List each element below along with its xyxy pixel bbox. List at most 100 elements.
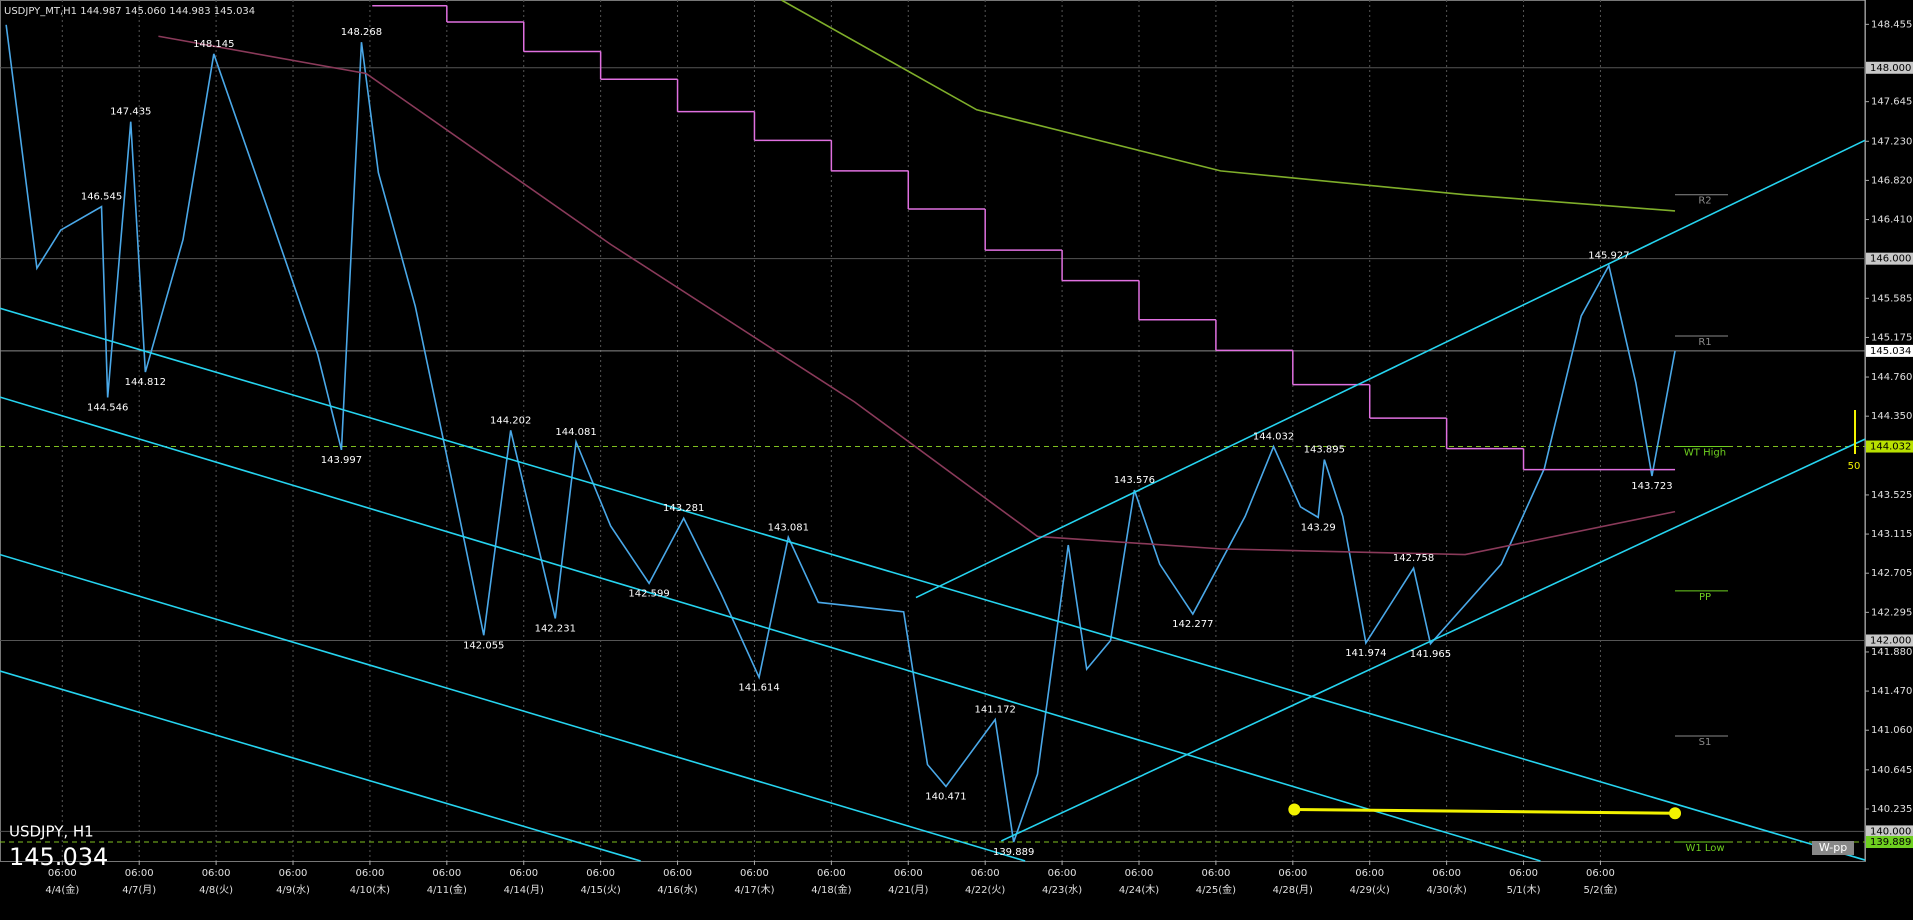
price-level-box	[1866, 252, 1913, 265]
swing-label: 139.889	[993, 847, 1034, 858]
x-time-label: 06:00	[1586, 868, 1615, 879]
swing-label: 148.145	[193, 39, 234, 50]
swing-label: 143.576	[1114, 475, 1155, 486]
x-time-label: 06:00	[48, 868, 77, 879]
x-date-label: 5/1(木)	[1507, 884, 1541, 896]
x-time-label: 06:00	[817, 868, 846, 879]
price-level-label: 140.000	[1870, 826, 1911, 837]
swing-label: 147.435	[110, 107, 151, 118]
x-date-label: 4/8(火)	[199, 884, 233, 896]
x-time-label: 06:00	[202, 868, 231, 879]
symbol-label: USDJPY, H1	[9, 823, 94, 841]
swing-label: 142.758	[1393, 553, 1434, 564]
y-tick-label: 140.235	[1871, 804, 1912, 815]
price-level-label: 139.889	[1870, 837, 1911, 848]
price-level-box	[1866, 61, 1913, 74]
price-level-box	[1866, 836, 1913, 849]
y-tick-label: 145.585	[1871, 293, 1912, 304]
x-date-label: 4/16(水)	[657, 884, 697, 896]
swing-label: 143.997	[321, 455, 362, 466]
y-tick-label: 144.760	[1871, 372, 1912, 383]
price-level-label: 144.032	[1870, 442, 1911, 453]
x-date-label: 4/30(水)	[1426, 884, 1466, 896]
swing-label: 142.277	[1172, 619, 1213, 630]
x-date-label: 4/4(金)	[45, 883, 79, 896]
trendline	[0, 396, 1541, 862]
x-date-label: 4/21(月)	[888, 884, 928, 896]
price-line	[780, 0, 1676, 212]
y-tick-label: 143.525	[1871, 490, 1912, 501]
x-date-label: 4/18(金)	[811, 883, 851, 896]
price-level-box	[1866, 825, 1913, 838]
x-time-label: 06:00	[432, 868, 461, 879]
x-date-label: 4/22(火)	[965, 884, 1005, 896]
swing-label: 141.974	[1345, 648, 1386, 659]
y-tick-label: 145.175	[1871, 332, 1912, 343]
price-level-label: 146.000	[1870, 254, 1911, 265]
x-time-label: 06:00	[356, 868, 385, 879]
x-time-label: 06:00	[586, 868, 615, 879]
y-tick-label: 147.230	[1871, 136, 1912, 147]
x-date-label: 4/9(水)	[276, 884, 310, 896]
x-date-label: 4/11(金)	[427, 883, 467, 896]
trendline	[0, 307, 1866, 861]
button-bg	[1812, 841, 1854, 855]
x-time-label: 06:00	[1125, 868, 1154, 879]
pivot-label: R1	[1698, 337, 1711, 348]
swing-label: 143.723	[1631, 481, 1672, 492]
swing-label: 142.231	[535, 623, 576, 634]
price-level-box	[1866, 344, 1913, 357]
trendline	[1294, 807, 1676, 815]
price-level-label: 142.000	[1870, 636, 1911, 647]
y-tick-label: 142.705	[1871, 568, 1912, 579]
y-tick-label: 147.645	[1871, 97, 1912, 108]
pivot-label: R2	[1698, 196, 1711, 207]
x-time-label: 06:00	[1432, 868, 1461, 879]
x-time-label: 06:00	[1355, 868, 1384, 879]
swing-label: 144.202	[490, 415, 531, 426]
x-date-label: 4/14(月)	[504, 884, 544, 896]
x-date-label: 4/29(火)	[1350, 884, 1390, 896]
swing-label: 140.471	[925, 791, 966, 802]
price-level-box	[1866, 440, 1913, 453]
swing-label: 143.895	[1304, 445, 1345, 456]
swing-label: 144.081	[555, 427, 596, 438]
x-date-label: 4/25(金)	[1196, 883, 1236, 896]
x-time-label: 06:00	[1048, 868, 1077, 879]
swing-label: 142.599	[628, 588, 669, 599]
trendline	[915, 139, 1866, 599]
swing-label: 141.172	[974, 705, 1015, 716]
price-level-box	[1866, 634, 1913, 647]
y-tick-label: 140.645	[1871, 765, 1912, 776]
swing-label: 144.812	[125, 377, 166, 388]
pivot-label: W1 Low	[1685, 843, 1724, 854]
x-time-label: 06:00	[279, 868, 308, 879]
w-pp-button[interactable]: W-pp	[1819, 841, 1847, 854]
x-date-label: 4/17(木)	[734, 884, 774, 896]
swing-label: 143.281	[663, 503, 704, 514]
price-line	[5, 24, 1676, 843]
trendline-end	[1669, 807, 1682, 820]
x-time-label: 06:00	[894, 868, 923, 879]
trendline-end	[1288, 803, 1301, 816]
x-time-label: 06:00	[125, 868, 154, 879]
x-date-label: 4/23(水)	[1042, 884, 1082, 896]
swing-label: 144.032	[1253, 432, 1294, 443]
x-time-label: 06:00	[1509, 868, 1538, 879]
x-date-label: 4/24(木)	[1119, 884, 1159, 896]
price-level-label: 148.000	[1870, 63, 1911, 74]
pivot-label: PP	[1699, 592, 1711, 603]
trendline	[0, 553, 1026, 862]
x-date-label: 4/15(火)	[581, 884, 621, 896]
pivot-label: WT High	[1684, 448, 1726, 459]
chart-layer: 06:00 4/4(金) 06:00 4/7(月) 06:00 4/8(火) 06:00 4/…	[0, 0, 1913, 896]
swing-label: 142.055	[463, 640, 504, 651]
y-tick-label: 148.455	[1871, 19, 1912, 30]
swing-label: 145.927	[1588, 251, 1629, 262]
y-tick-label: 141.880	[1871, 647, 1912, 658]
last-price: 145.034	[9, 843, 108, 871]
swing-label: 141.965	[1410, 649, 1451, 660]
y-tick-label: 144.350	[1871, 411, 1912, 422]
